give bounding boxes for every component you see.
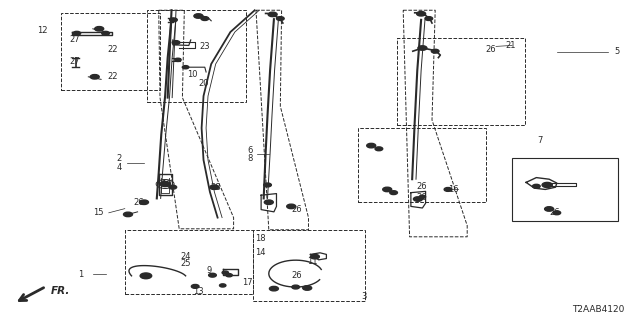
Bar: [147, 10, 246, 102]
Circle shape: [210, 185, 219, 189]
Circle shape: [431, 49, 439, 53]
Circle shape: [413, 197, 422, 201]
Text: 23: 23: [200, 42, 211, 51]
Text: 25: 25: [180, 259, 191, 268]
Text: 1: 1: [78, 270, 83, 279]
Circle shape: [287, 204, 296, 209]
Text: FR.: FR.: [51, 285, 70, 296]
Text: 22: 22: [108, 72, 118, 81]
Circle shape: [367, 143, 376, 148]
Text: 22: 22: [108, 45, 118, 54]
Circle shape: [209, 273, 216, 277]
Circle shape: [140, 200, 148, 204]
Text: 26: 26: [416, 182, 427, 191]
Text: 15: 15: [93, 208, 104, 217]
Circle shape: [292, 285, 300, 289]
Circle shape: [172, 41, 180, 44]
Circle shape: [90, 75, 99, 79]
Text: 4: 4: [116, 164, 122, 172]
Circle shape: [160, 181, 170, 187]
Text: 3: 3: [362, 292, 367, 301]
Text: 28: 28: [210, 183, 221, 192]
Text: 10: 10: [187, 70, 197, 79]
Circle shape: [95, 27, 104, 31]
Text: 12: 12: [38, 26, 48, 35]
Text: 21: 21: [506, 41, 516, 50]
Bar: [253, 230, 365, 301]
Circle shape: [222, 271, 228, 274]
Text: 26: 26: [485, 45, 496, 54]
Circle shape: [375, 147, 383, 151]
Circle shape: [444, 188, 452, 191]
Text: 9: 9: [206, 266, 211, 275]
Circle shape: [191, 284, 199, 288]
Text: 11: 11: [307, 257, 317, 266]
Text: 6: 6: [248, 146, 253, 155]
Text: 2: 2: [116, 154, 122, 163]
Circle shape: [269, 286, 278, 291]
Bar: [358, 128, 486, 202]
Circle shape: [169, 185, 177, 189]
Text: 20: 20: [198, 79, 209, 88]
Circle shape: [264, 183, 271, 187]
Bar: [61, 13, 160, 90]
Circle shape: [310, 254, 319, 259]
Text: 26: 26: [291, 205, 302, 214]
Text: 27: 27: [69, 36, 80, 44]
Circle shape: [545, 207, 554, 211]
Text: 7: 7: [538, 136, 543, 145]
Circle shape: [390, 191, 397, 195]
Text: 8: 8: [248, 154, 253, 163]
Circle shape: [425, 17, 433, 20]
Bar: [397, 38, 525, 125]
Text: 26: 26: [416, 193, 427, 202]
Circle shape: [417, 12, 426, 16]
Circle shape: [418, 46, 427, 50]
Circle shape: [194, 14, 203, 18]
Circle shape: [175, 58, 181, 61]
Circle shape: [73, 31, 81, 35]
Circle shape: [542, 182, 552, 188]
Text: T2AAB4120: T2AAB4120: [572, 305, 624, 314]
Circle shape: [268, 12, 277, 17]
Circle shape: [124, 212, 132, 217]
Circle shape: [201, 17, 209, 20]
Text: 14: 14: [255, 248, 265, 257]
Bar: [125, 230, 253, 294]
Text: 17: 17: [242, 278, 253, 287]
Circle shape: [419, 195, 426, 198]
Circle shape: [182, 66, 189, 69]
Circle shape: [102, 31, 109, 35]
Text: 26: 26: [291, 271, 302, 280]
Bar: [512, 158, 618, 221]
Text: 13: 13: [193, 287, 204, 296]
Text: 18: 18: [255, 234, 266, 243]
Text: 19: 19: [161, 180, 172, 189]
Text: 24: 24: [180, 252, 191, 261]
Circle shape: [532, 184, 540, 188]
Circle shape: [220, 284, 226, 287]
Text: 16: 16: [448, 185, 459, 194]
Circle shape: [140, 273, 152, 279]
Circle shape: [276, 17, 284, 20]
Circle shape: [264, 200, 273, 204]
Circle shape: [303, 286, 312, 290]
Text: 5: 5: [614, 47, 620, 56]
Text: 27: 27: [69, 57, 80, 66]
Circle shape: [553, 211, 561, 215]
Circle shape: [170, 18, 177, 22]
Text: 26: 26: [549, 208, 560, 217]
Circle shape: [383, 187, 392, 192]
Circle shape: [226, 274, 232, 277]
Text: 26: 26: [133, 198, 144, 207]
